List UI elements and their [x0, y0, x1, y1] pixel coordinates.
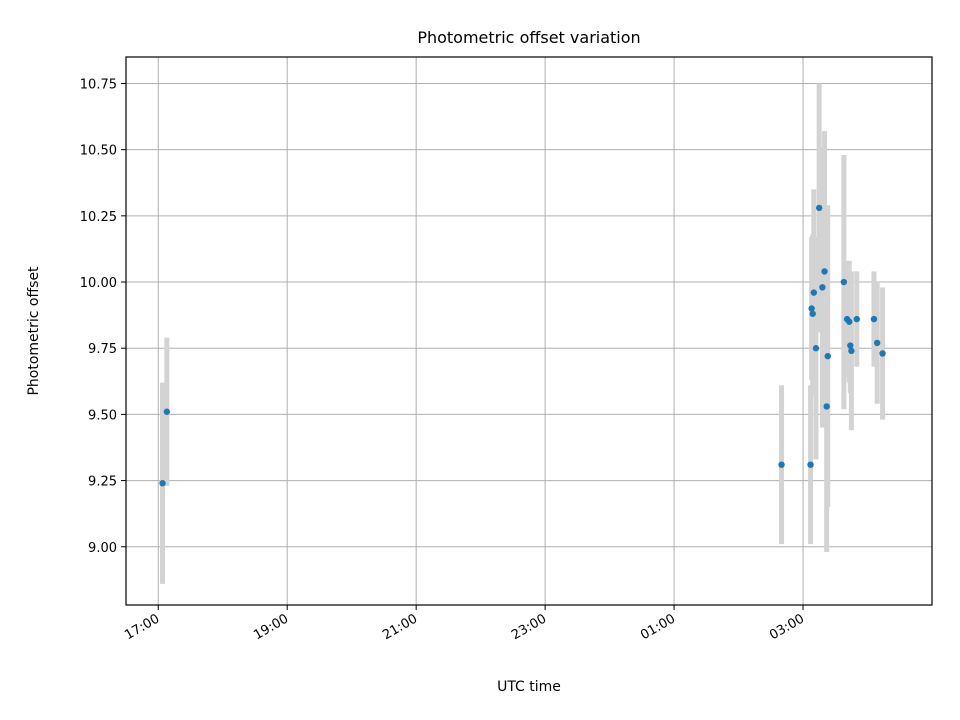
data-point — [808, 305, 815, 312]
data-point — [163, 408, 171, 415]
data-point — [824, 352, 831, 360]
data-point — [853, 315, 860, 323]
data-point — [778, 461, 785, 468]
y-tick-label: 9.75 — [88, 342, 117, 357]
grid — [126, 57, 932, 605]
data-point — [809, 310, 816, 317]
data-point — [840, 278, 848, 286]
data-point — [812, 345, 820, 352]
data-point — [823, 403, 830, 410]
y-tick-label: 9.25 — [88, 475, 117, 490]
y-axis-label: Photometric offset — [26, 266, 42, 396]
data-point — [807, 461, 814, 468]
y-axis-ticks: 9.00 9.25 9.50 9.75 10.00 10.25 10.50 10.75 — [80, 77, 126, 556]
data-point — [846, 318, 853, 325]
chart-title: Photometric offset variation — [417, 28, 640, 47]
data-point — [848, 347, 855, 355]
data-point — [815, 204, 823, 212]
plot-frame — [125, 56, 933, 606]
data-point — [879, 350, 886, 357]
y-tick-label: 10.25 — [80, 210, 117, 225]
y-tick-label: 10.50 — [80, 144, 117, 159]
data-points — [159, 204, 886, 487]
data-point — [873, 339, 881, 347]
y-tick-label: 9.00 — [88, 541, 117, 556]
y-tick-label: 9.50 — [88, 408, 117, 423]
y-tick-label: 10.75 — [80, 77, 117, 92]
data-point — [159, 480, 166, 487]
data-point — [810, 289, 817, 296]
data-point — [819, 284, 826, 291]
y-tick-label: 10.00 — [80, 276, 117, 291]
data-point — [870, 315, 878, 323]
data-point — [821, 268, 828, 275]
x-axis-label: UTC time — [497, 679, 561, 695]
data-point — [847, 342, 854, 349]
